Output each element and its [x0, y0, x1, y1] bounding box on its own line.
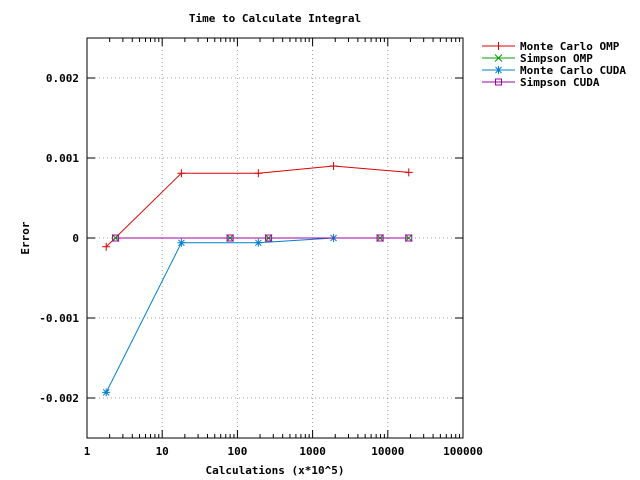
data-point-square: [265, 234, 273, 242]
data-point-star: [102, 388, 111, 397]
y-tick-label: 0.002: [46, 72, 79, 85]
legend-item: Monte Carlo CUDA: [482, 64, 626, 77]
legend-item: Monte Carlo OMP: [482, 40, 620, 53]
series-monte-carlo-omp: [102, 162, 413, 251]
legend-label: Monte Carlo CUDA: [520, 64, 626, 77]
data-point-plus: [329, 162, 338, 170]
y-tick-label: -0.001: [39, 312, 79, 325]
data-point-star: [177, 238, 186, 247]
data-point-plus: [102, 242, 111, 251]
legend-item: Simpson CUDA: [482, 76, 600, 89]
x-tick-label: 1: [84, 445, 91, 458]
legend-label: Simpson CUDA: [520, 76, 600, 89]
data-point-plus: [494, 42, 503, 50]
legend-label: Simpson OMP: [520, 52, 593, 65]
axis-ticks: 1 10 100 1000 10000 100000 -0.002 -0.001 0 0.001 0…: [39, 38, 483, 458]
data-point-star: [254, 238, 263, 247]
legend-label: Monte Carlo OMP: [520, 40, 620, 53]
x-tick-label: 10000: [371, 445, 404, 458]
y-tick-label: 0: [72, 232, 79, 245]
data-point-plus: [404, 168, 413, 177]
x-tick-label: 100000: [443, 445, 483, 458]
data-point-plus: [254, 169, 263, 178]
data-point-plus: [177, 169, 186, 178]
data-point-square: [495, 78, 502, 86]
series-line: [105, 237, 334, 393]
y-tick-label: 0.001: [46, 152, 79, 165]
x-tick-label: 100: [227, 445, 247, 458]
series-simpson-cuda: [112, 234, 413, 242]
chart-title: Time to Calculate Integral: [189, 12, 361, 25]
series-line: [105, 165, 409, 248]
series-layer: [102, 162, 413, 397]
x-tick-label: 1000: [299, 445, 326, 458]
x-axis-label: Calculations (x*10^5): [205, 464, 344, 477]
x-tick-label: 10: [156, 445, 169, 458]
data-point-square: [226, 234, 234, 242]
data-point-cross: [494, 54, 503, 62]
y-tick-label: -0.002: [39, 392, 79, 405]
data-point-square: [112, 234, 120, 242]
legend-item: Simpson OMP: [482, 52, 593, 65]
y-axis-label: Error: [19, 221, 32, 254]
data-point-cross: [404, 234, 413, 242]
series-monte-carlo-cuda: [102, 234, 338, 397]
data-point-square: [405, 234, 413, 242]
data-point-star: [494, 66, 503, 74]
data-point-square: [376, 234, 384, 242]
